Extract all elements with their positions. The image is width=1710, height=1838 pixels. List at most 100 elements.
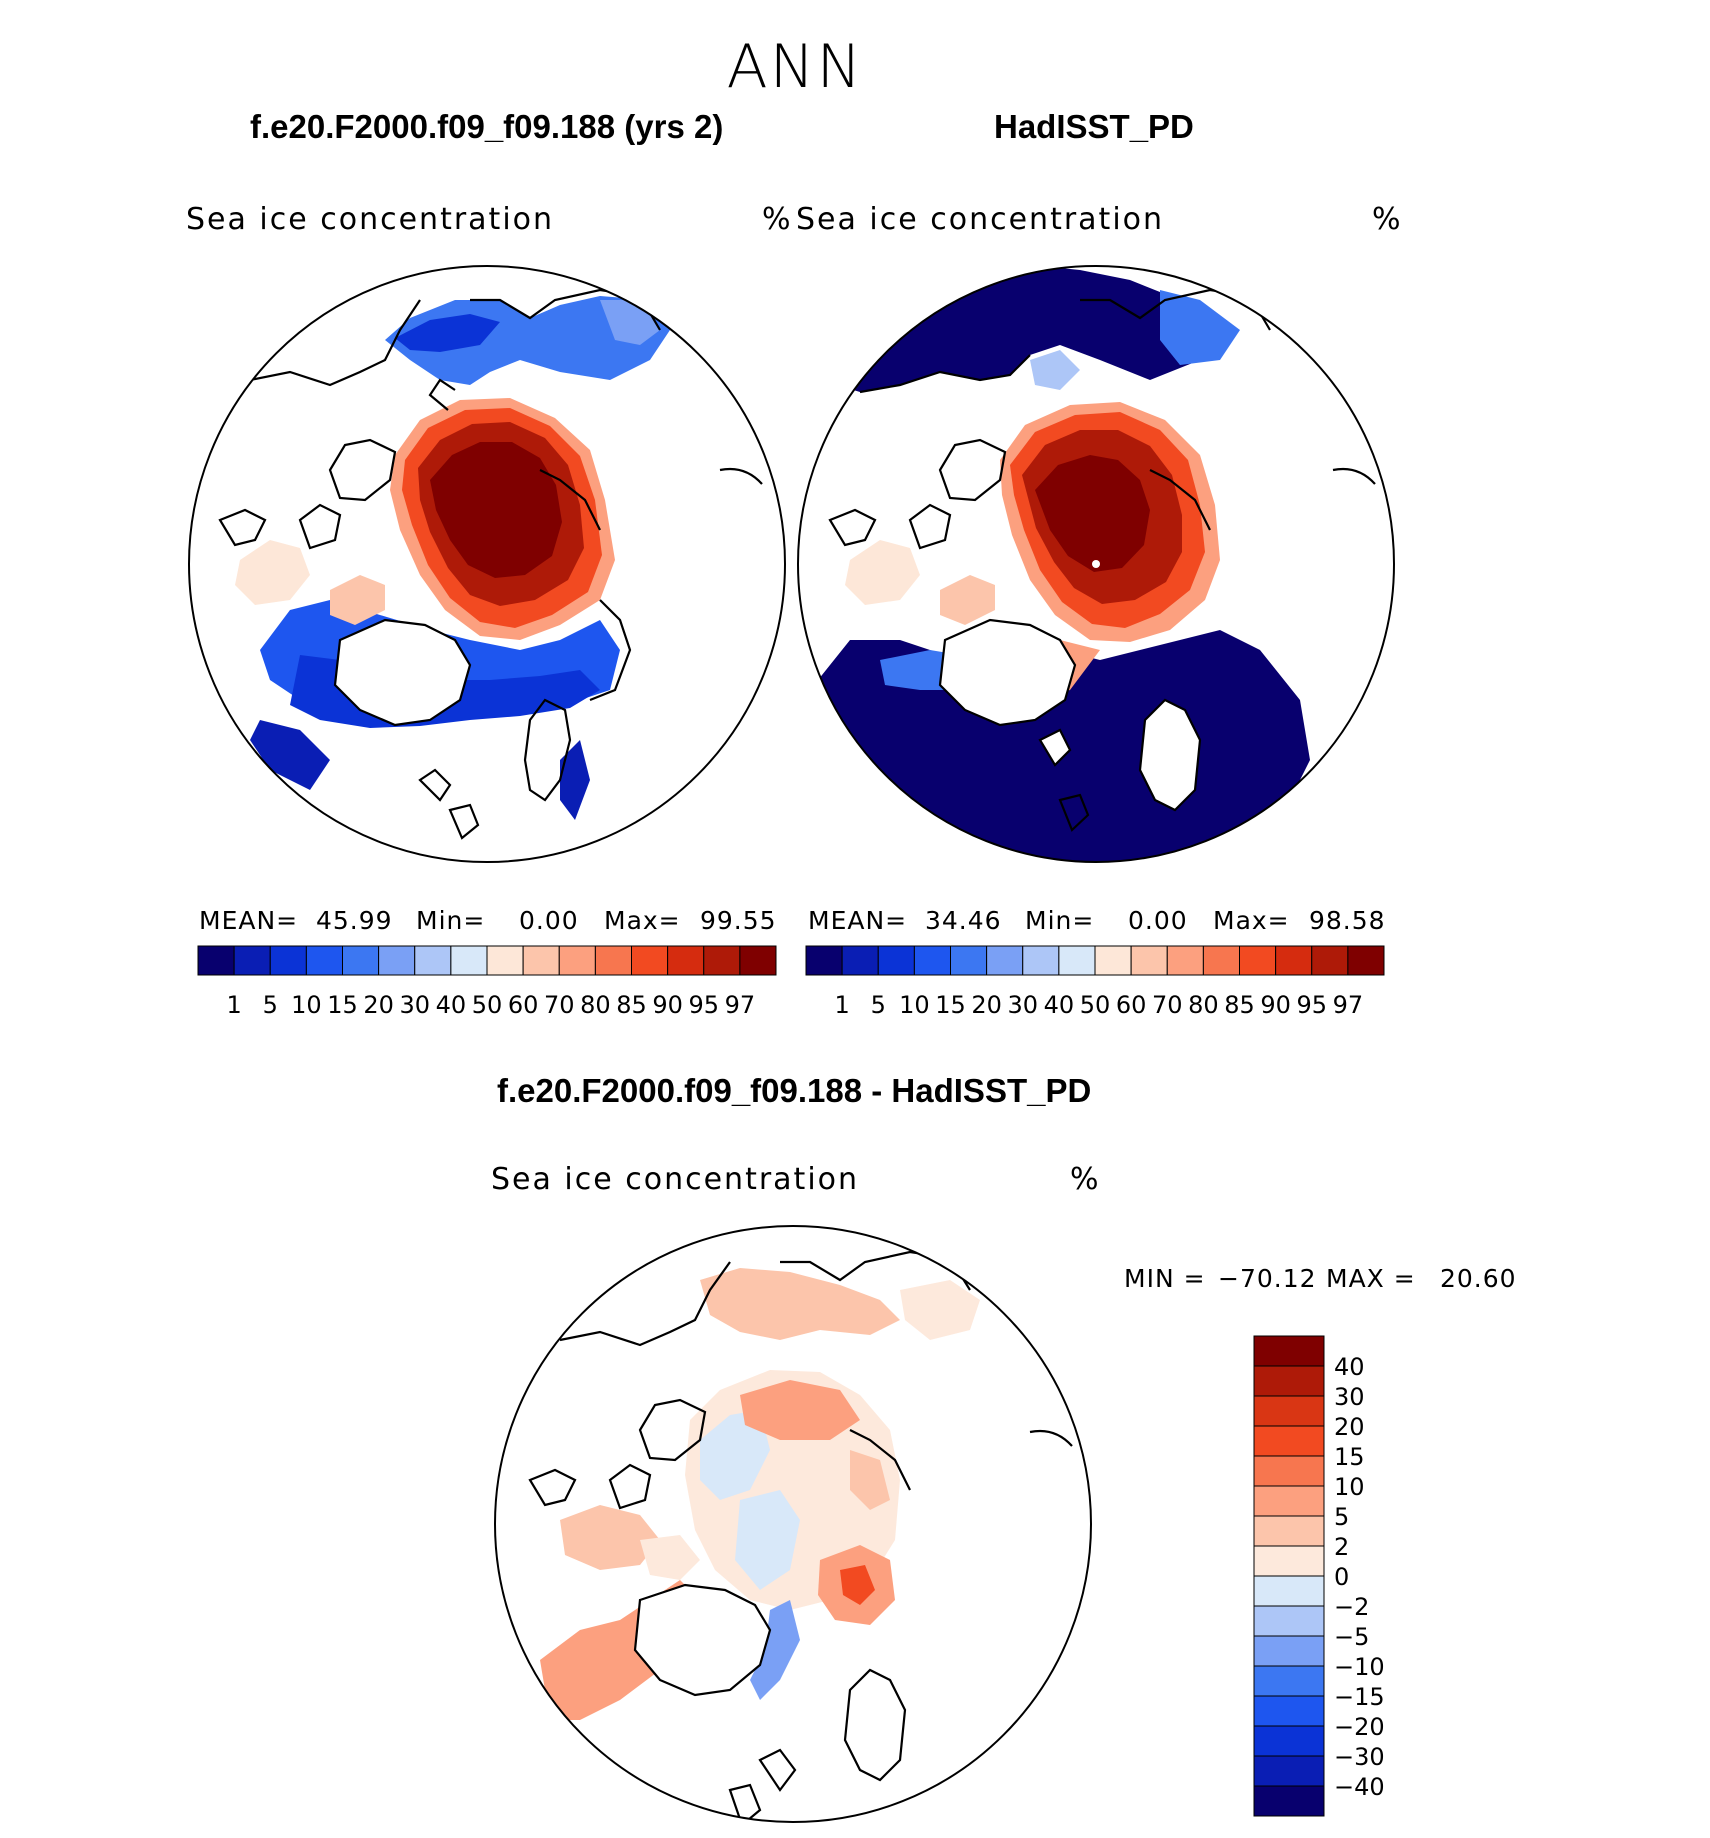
colorbar-tick-label: 40 xyxy=(436,991,467,1019)
colorbar-tick-label: 30 xyxy=(1007,991,1038,1019)
colorbar-swatch xyxy=(1311,945,1349,976)
colorbar-swatch xyxy=(913,945,951,976)
colorbar-swatch xyxy=(522,945,560,976)
panel-title-obs: HadISST_PD xyxy=(994,108,1194,145)
variable-label-obs: Sea ice concentration xyxy=(796,202,1165,237)
colorbar-swatch xyxy=(986,945,1024,976)
colorbar-swatch xyxy=(1253,1635,1325,1667)
colorbar-swatch xyxy=(805,945,843,976)
colorbar-tick-label: 70 xyxy=(544,991,575,1019)
units-label-model: % xyxy=(762,202,793,237)
colorbar-swatch xyxy=(1253,1365,1325,1397)
colorbar-swatch xyxy=(1253,1455,1325,1487)
colorbar-tick-label: 30 xyxy=(399,991,430,1019)
mean-value-model: 45.99 xyxy=(316,906,393,935)
colorbar-tick-label: 90 xyxy=(652,991,683,1019)
colorbar-tick-label: −5 xyxy=(1334,1623,1369,1651)
colorbar-tick-label: 30 xyxy=(1334,1383,1365,1411)
colorbar-tick-label: −2 xyxy=(1334,1593,1369,1621)
colorbar-tick-label: 80 xyxy=(1188,991,1219,1019)
colorbar-swatch xyxy=(1253,1605,1325,1637)
colorbar-tick-label: −40 xyxy=(1334,1773,1385,1801)
colorbar-swatch xyxy=(1253,1755,1325,1787)
colorbar-tick-label: 90 xyxy=(1260,991,1291,1019)
colorbar-swatch xyxy=(197,945,235,976)
min-value-obs: 0.00 xyxy=(1128,906,1188,935)
colorbar-tick-label: 40 xyxy=(1334,1353,1365,1381)
colorbar-swatch xyxy=(1253,1785,1325,1817)
panel-title-diff: f.e20.F2000.f09_f09.188 - HadISST_PD xyxy=(497,1072,1092,1109)
colorbar-tick-label: 5 xyxy=(871,991,886,1019)
colorbar-swatch xyxy=(1253,1725,1325,1757)
colorbar-tick-label: 10 xyxy=(1334,1473,1365,1501)
colorbar-tick-label: −10 xyxy=(1334,1653,1385,1681)
colorbar-tick-label: −20 xyxy=(1334,1713,1385,1741)
colorbar-model: 1 5 10 15 20 30 40 50 60 70 80 85 90 95 97 xyxy=(197,945,777,1019)
colorbar-tick-label: 5 xyxy=(263,991,278,1019)
colorbar-tick-label: 15 xyxy=(1334,1443,1365,1471)
mean-label-obs: MEAN= xyxy=(808,906,908,935)
colorbar-tick-label: −30 xyxy=(1334,1743,1385,1771)
colorbar-swatch xyxy=(1253,1395,1325,1427)
colorbar-tick-label: 20 xyxy=(971,991,1002,1019)
max-value-model: 99.55 xyxy=(700,906,777,935)
colorbar-tick-label: 85 xyxy=(616,991,647,1019)
colorbar-swatch xyxy=(1347,945,1385,976)
panel-title-model: f.e20.F2000.f09_f09.188 (yrs 2) xyxy=(250,108,724,145)
colorbar-swatch xyxy=(1058,945,1096,976)
colorbar-tick-label: 2 xyxy=(1334,1533,1349,1561)
season-title: ANN xyxy=(726,32,864,102)
colorbar-tick-label: 15 xyxy=(935,991,966,1019)
colorbar-tick-label: 85 xyxy=(1224,991,1255,1019)
colorbar-swatch xyxy=(631,945,669,976)
max-label-obs: Max= xyxy=(1213,906,1290,935)
colorbar-tick-label: 50 xyxy=(472,991,503,1019)
colorbar-swatch xyxy=(1094,945,1132,976)
colorbar-tick-label: 60 xyxy=(508,991,539,1019)
colorbar-tick-label: 50 xyxy=(1080,991,1111,1019)
colorbar-tick-label: 20 xyxy=(363,991,394,1019)
colorbar-swatch xyxy=(269,945,307,976)
colorbar-swatch xyxy=(305,945,343,976)
colorbar-swatch xyxy=(1253,1485,1325,1517)
colorbar-swatch xyxy=(1275,945,1313,976)
min-value-diff: −70.12 xyxy=(1218,1264,1317,1293)
colorbar-swatch xyxy=(558,945,596,976)
map-diff xyxy=(495,1226,1091,1822)
colorbar-swatch xyxy=(1253,1425,1325,1457)
colorbar-tick-label: 97 xyxy=(1333,991,1364,1019)
colorbar-swatch xyxy=(233,945,271,976)
min-label-obs: Min= xyxy=(1025,906,1095,935)
colorbar-swatch xyxy=(1253,1665,1325,1697)
colorbar-tick-label: 70 xyxy=(1152,991,1183,1019)
colorbar-tick-label: 95 xyxy=(1296,991,1327,1019)
colorbar-swatch xyxy=(414,945,452,976)
colorbar-swatch xyxy=(841,945,879,976)
colorbar-tick-label: 10 xyxy=(291,991,322,1019)
colorbar-swatch xyxy=(667,945,705,976)
colorbar-tick-label: 60 xyxy=(1116,991,1147,1019)
min-value-model: 0.00 xyxy=(519,906,579,935)
mean-label-model: MEAN= xyxy=(199,906,299,935)
colorbar-swatch xyxy=(877,945,915,976)
variable-label-model: Sea ice concentration xyxy=(186,202,555,237)
map-border-model xyxy=(188,265,786,863)
colorbar-tick-label: 95 xyxy=(688,991,719,1019)
max-label-diff: MAX = xyxy=(1326,1264,1416,1293)
units-label-diff: % xyxy=(1070,1162,1101,1197)
colorbar-swatch xyxy=(1166,945,1204,976)
colorbar-swatch xyxy=(950,945,988,976)
colorbar-tick-label: 80 xyxy=(580,991,611,1019)
colorbar-tick-label: 5 xyxy=(1334,1503,1349,1531)
units-label-obs: % xyxy=(1372,202,1403,237)
colorbar-swatch xyxy=(703,945,741,976)
colorbar-swatch xyxy=(378,945,416,976)
variable-label-diff: Sea ice concentration xyxy=(491,1162,860,1197)
max-value-diff: 20.60 xyxy=(1440,1264,1517,1293)
max-label-model: Max= xyxy=(604,906,681,935)
colorbar-tick-label: 40 xyxy=(1044,991,1075,1019)
colorbar-tick-label: 0 xyxy=(1334,1563,1349,1591)
max-value-obs: 98.58 xyxy=(1309,906,1386,935)
